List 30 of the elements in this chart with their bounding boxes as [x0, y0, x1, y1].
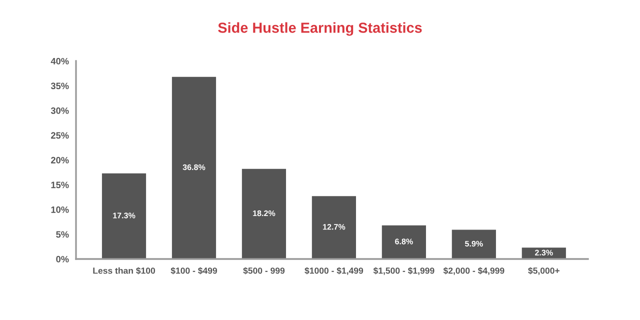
x-tick-label: $2,000 - $4,999 — [443, 267, 504, 276]
data-label: 6.8% — [395, 238, 413, 244]
x-tick-label: $1,500 - $1,999 — [373, 267, 434, 276]
data-label: 5.9% — [464, 240, 483, 247]
bar — [172, 76, 216, 259]
y-tick-label: 20% — [51, 156, 69, 164]
y-tick-label: 15% — [51, 182, 69, 188]
data-label: 2.3% — [535, 250, 553, 256]
y-tick-label: 35% — [50, 82, 69, 90]
y-tick-label: 5% — [56, 231, 69, 238]
bar — [382, 225, 426, 259]
y-tick-label: 40% — [50, 58, 69, 64]
x-tick-label: Less than $100 — [93, 267, 156, 274]
x-tick-label: $1000 - $1,499 — [304, 267, 364, 276]
y-tick-label: 10% — [51, 206, 69, 213]
data-label: 18.2% — [253, 210, 276, 216]
y-tick-label: 25% — [51, 132, 69, 139]
x-tick-label: $100 - $499 — [170, 267, 218, 274]
data-label: 12.7% — [323, 224, 346, 230]
y-tick-label: 0% — [56, 256, 69, 262]
chart-title: Side Hustle Earning Statistics — [218, 22, 422, 36]
bar — [102, 173, 146, 259]
bar — [452, 230, 496, 259]
data-label: 36.8% — [182, 164, 206, 170]
x-tick-label: $5,000+ — [528, 267, 560, 276]
x-tick-label: $500 - 999 — [243, 267, 285, 274]
bar — [242, 168, 286, 259]
bar — [312, 196, 356, 259]
data-label: 17.3% — [113, 212, 136, 218]
y-tick-label: 30% — [50, 107, 69, 114]
